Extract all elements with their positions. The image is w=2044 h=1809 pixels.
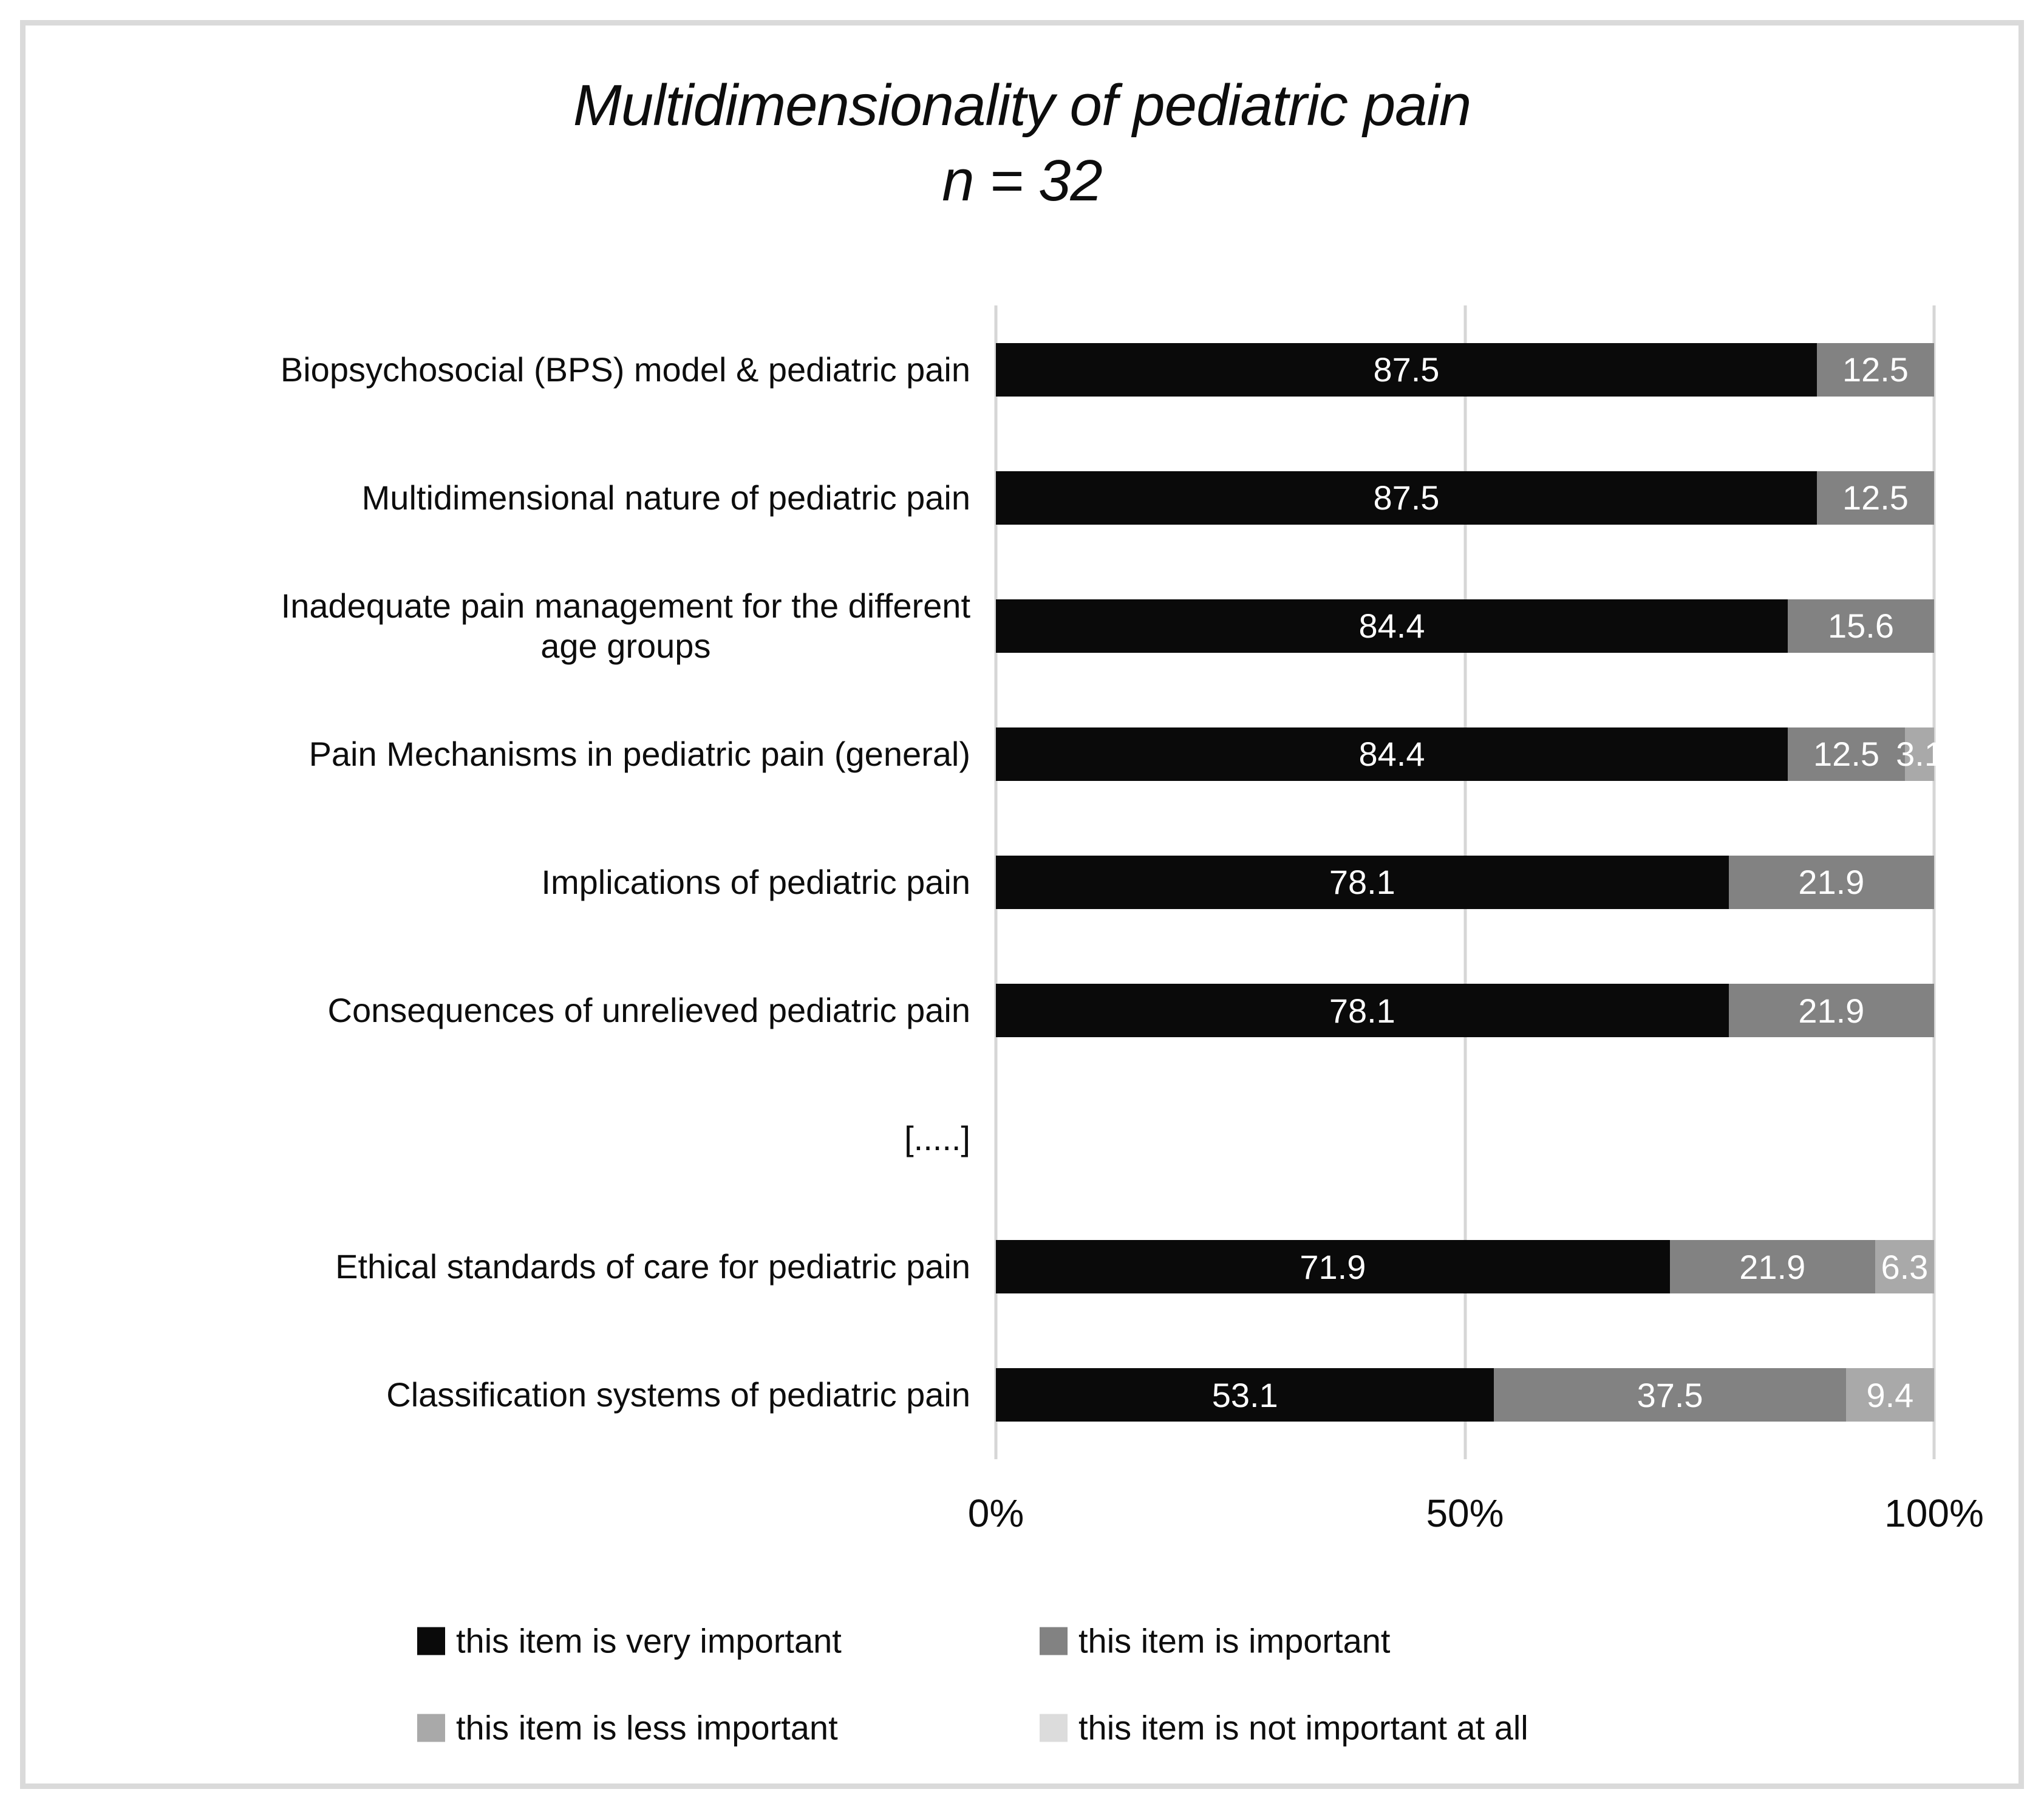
data-label: 78.1 — [1329, 991, 1395, 1030]
bar-segment: 21.9 — [1669, 1240, 1875, 1294]
bar-segment: 84.4 — [996, 599, 1788, 653]
data-label: 6.3 — [1881, 1247, 1929, 1286]
data-label: 84.4 — [1358, 735, 1425, 774]
legend-swatch-icon — [1040, 1714, 1068, 1742]
bar-segment: 3.1 — [1896, 727, 1943, 781]
data-label: 12.5 — [1842, 479, 1909, 517]
chart-row: Implications of pediatric pain 78.1 21.9 — [541, 818, 1934, 946]
category-label: Consequences of unrelieved pediatric pai… — [327, 991, 970, 1030]
data-label: 12.5 — [1842, 350, 1909, 389]
stacked-bar: 53.1 37.5 9.4 — [996, 1368, 1934, 1422]
data-label: 3.1 — [1896, 735, 1943, 774]
data-label: 78.1 — [1329, 863, 1395, 902]
category-label: [.....] — [904, 1119, 970, 1158]
data-label: 15.6 — [1827, 607, 1894, 646]
chart-row: Multidimensional nature of pediatric pai… — [362, 434, 1934, 562]
legend-item: this item is not important at all — [1040, 1708, 1528, 1748]
data-label: 53.1 — [1211, 1375, 1278, 1414]
stacked-bar: 71.9 21.9 6.3 — [996, 1240, 1934, 1294]
data-label: 71.9 — [1300, 1247, 1366, 1286]
category-label: Biopsychosocial (BPS) model & pediatric … — [280, 350, 970, 389]
legend-label: this item is very important — [456, 1621, 842, 1660]
bar-segment: 6.3 — [1875, 1240, 1934, 1294]
legend-swatch-icon — [1040, 1627, 1068, 1655]
legend-label: this item is important — [1078, 1621, 1391, 1660]
bar-segment: 21.9 — [1728, 855, 1934, 909]
chart-row: Classification systems of pediatric pain… — [386, 1331, 1934, 1459]
chart-title-line1: Multidimensionality of pediatric pain — [573, 73, 1471, 138]
data-label: 12.5 — [1813, 735, 1880, 774]
legend-item: this item is very important — [417, 1621, 842, 1661]
data-label: 84.4 — [1358, 607, 1425, 646]
stacked-bar: 87.5 12.5 — [996, 342, 1934, 397]
bar-segment: 78.1 — [996, 984, 1729, 1038]
bar-segment: 15.6 — [1787, 599, 1934, 653]
chart-row: Pain Mechanisms in pediatric pain (gener… — [309, 690, 1943, 818]
stacked-bar — [996, 1112, 1934, 1165]
gridline-100% — [1932, 305, 1936, 1459]
x-axis: 0% 50% 100% — [968, 1491, 1984, 1545]
bar-segment: 87.5 — [996, 342, 1817, 397]
legend-swatch-icon — [417, 1627, 445, 1655]
bar-segment: 87.5 — [996, 471, 1817, 525]
stacked-bar: 78.1 21.9 — [996, 855, 1934, 909]
data-label: 21.9 — [1798, 863, 1865, 902]
chart-title: Multidimensionality of pediatric pain n … — [0, 68, 2044, 219]
chart-row: Ethical standards of care for pediatric … — [335, 1203, 1934, 1331]
category-label: Pain Mechanisms in pediatric pain (gener… — [308, 734, 970, 773]
chart-row: [.....] — [904, 1075, 1934, 1203]
stacked-bar: 84.4 12.5 3.1 — [996, 727, 1943, 781]
x-tick-label: 100% — [1884, 1491, 1984, 1535]
category-label: Multidimensional nature of pediatric pai… — [361, 478, 970, 517]
bar-segment: 78.1 — [996, 855, 1729, 909]
bar-segment: 12.5 — [1816, 342, 1934, 397]
bar-segment: 53.1 — [996, 1368, 1494, 1422]
data-label: 21.9 — [1739, 1247, 1806, 1286]
bar-segment: 9.4 — [1845, 1368, 1934, 1422]
legend-label: this item is less important — [456, 1708, 838, 1747]
legend-item: this item is important — [1040, 1621, 1391, 1661]
data-label: 21.9 — [1798, 991, 1865, 1030]
stacked-bar: 84.4 15.6 — [996, 599, 1934, 653]
chart-title-line2: n = 32 — [942, 148, 1103, 213]
bar-segment: 71.9 — [996, 1240, 1670, 1294]
bar-segment: 84.4 — [996, 727, 1788, 781]
plot-area: Biopsychosocial (BPS) model & pediatric … — [281, 305, 1943, 1459]
stacked-bar: 78.1 21.9 — [996, 984, 1934, 1038]
chart-row: Biopsychosocial (BPS) model & pediatric … — [281, 305, 1934, 434]
bar-segment: 37.5 — [1494, 1368, 1846, 1422]
category-label: Classification systems of pediatric pain — [386, 1375, 970, 1414]
bar-segment: 21.9 — [1728, 984, 1934, 1038]
legend-item: this item is less important — [417, 1708, 838, 1748]
data-label: 37.5 — [1637, 1375, 1703, 1414]
data-label: 87.5 — [1373, 479, 1440, 517]
category-label: Implications of pediatric pain — [541, 862, 970, 901]
chart-row: Consequences of unrelieved pediatric pai… — [328, 947, 1934, 1075]
bar-segment: 12.5 — [1787, 727, 1906, 781]
category-label: Ethical standards of care for pediatric … — [335, 1247, 970, 1286]
data-label: 9.4 — [1866, 1375, 1914, 1414]
chart-row: Inadequate pain management for the diffe… — [281, 562, 1934, 690]
category-label: Inadequate pain management for the diffe… — [281, 586, 970, 665]
x-tick-label: 50% — [1426, 1491, 1504, 1535]
x-tick-label: 0% — [967, 1491, 1024, 1535]
bar-segment: 12.5 — [1816, 471, 1934, 525]
legend-label: this item is not important at all — [1078, 1708, 1528, 1747]
data-label: 87.5 — [1373, 350, 1440, 389]
stacked-bar: 87.5 12.5 — [996, 471, 1934, 525]
legend-swatch-icon — [417, 1714, 445, 1742]
